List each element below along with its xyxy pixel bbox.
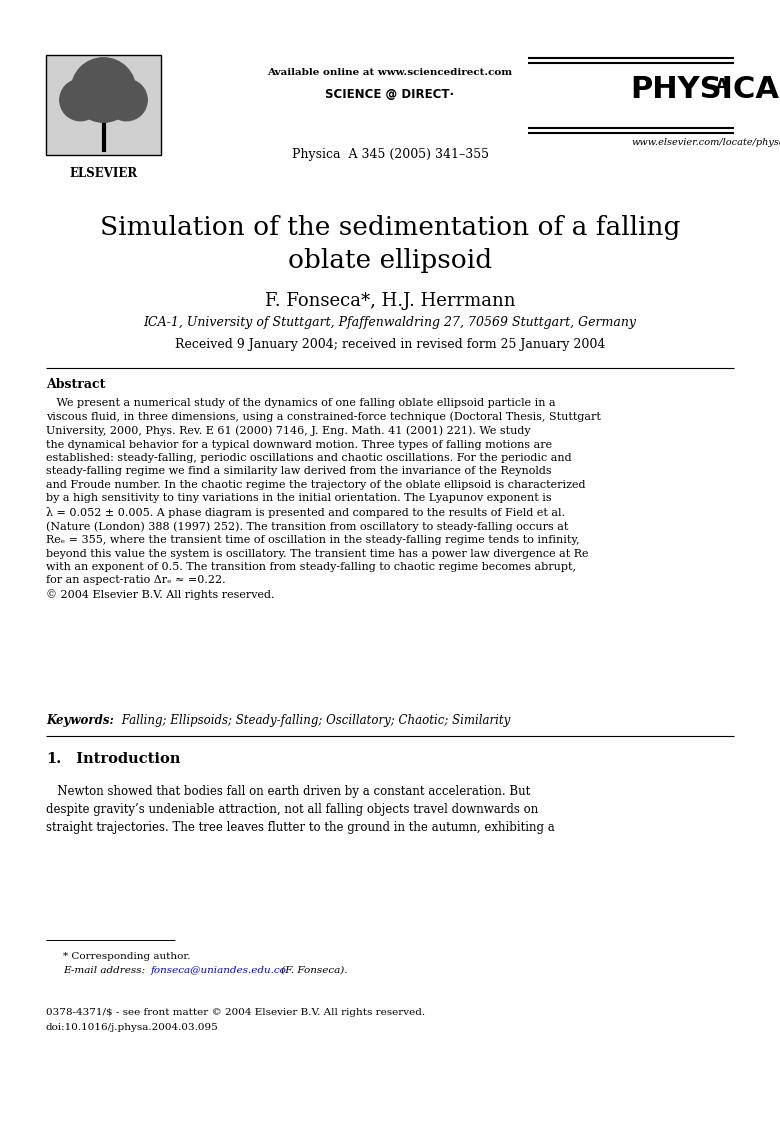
- Text: * Corresponding author.: * Corresponding author.: [63, 952, 190, 961]
- Text: Introduction: Introduction: [66, 752, 180, 766]
- Text: Falling; Ellipsoids; Steady-falling; Oscillatory; Chaotic; Similarity: Falling; Ellipsoids; Steady-falling; Osc…: [118, 714, 510, 727]
- Text: F. Fonseca*, H.J. Herrmann: F. Fonseca*, H.J. Herrmann: [264, 292, 516, 310]
- Circle shape: [71, 58, 136, 122]
- Text: Physica  A 345 (2005) 341–355: Physica A 345 (2005) 341–355: [292, 148, 488, 161]
- Text: SCIENCE @ DIRECT·: SCIENCE @ DIRECT·: [325, 88, 455, 101]
- Text: Abstract: Abstract: [46, 378, 105, 391]
- Text: Received 9 January 2004; received in revised form 25 January 2004: Received 9 January 2004; received in rev…: [175, 338, 605, 351]
- Circle shape: [106, 79, 147, 121]
- Text: fonseca@uniandes.edu.co: fonseca@uniandes.edu.co: [151, 966, 287, 976]
- Text: Available online at www.sciencedirect.com: Available online at www.sciencedirect.co…: [268, 68, 512, 77]
- Text: Newton showed that bodies fall on earth driven by a constant acceleration. But
d: Newton showed that bodies fall on earth …: [46, 785, 555, 834]
- Text: E-mail address:: E-mail address:: [63, 966, 148, 976]
- Text: Simulation of the sedimentation of a falling: Simulation of the sedimentation of a fal…: [100, 215, 680, 240]
- Text: doi:10.1016/j.physa.2004.03.095: doi:10.1016/j.physa.2004.03.095: [46, 1023, 218, 1032]
- Text: ELSEVIER: ELSEVIER: [69, 167, 137, 180]
- Text: 1.: 1.: [46, 752, 62, 766]
- Text: www.elsevier.com/locate/physa: www.elsevier.com/locate/physa: [631, 138, 780, 147]
- Text: (F. Fonseca).: (F. Fonseca).: [278, 966, 348, 976]
- Circle shape: [60, 79, 101, 121]
- Text: oblate ellipsoid: oblate ellipsoid: [288, 248, 492, 273]
- Text: A: A: [716, 78, 728, 93]
- Text: 0378-4371/$ - see front matter © 2004 Elsevier B.V. All rights reserved.: 0378-4371/$ - see front matter © 2004 El…: [46, 1008, 425, 1017]
- Text: Keywords:: Keywords:: [46, 714, 114, 727]
- Text: We present a numerical study of the dynamics of one falling oblate ellipsoid par: We present a numerical study of the dyna…: [46, 398, 601, 600]
- Text: PHYSICA: PHYSICA: [630, 75, 779, 104]
- FancyBboxPatch shape: [46, 56, 161, 155]
- Text: ICA-1, University of Stuttgart, Pfaffenwaldring 27, 70569 Stuttgart, Germany: ICA-1, University of Stuttgart, Pfaffenw…: [144, 316, 636, 329]
